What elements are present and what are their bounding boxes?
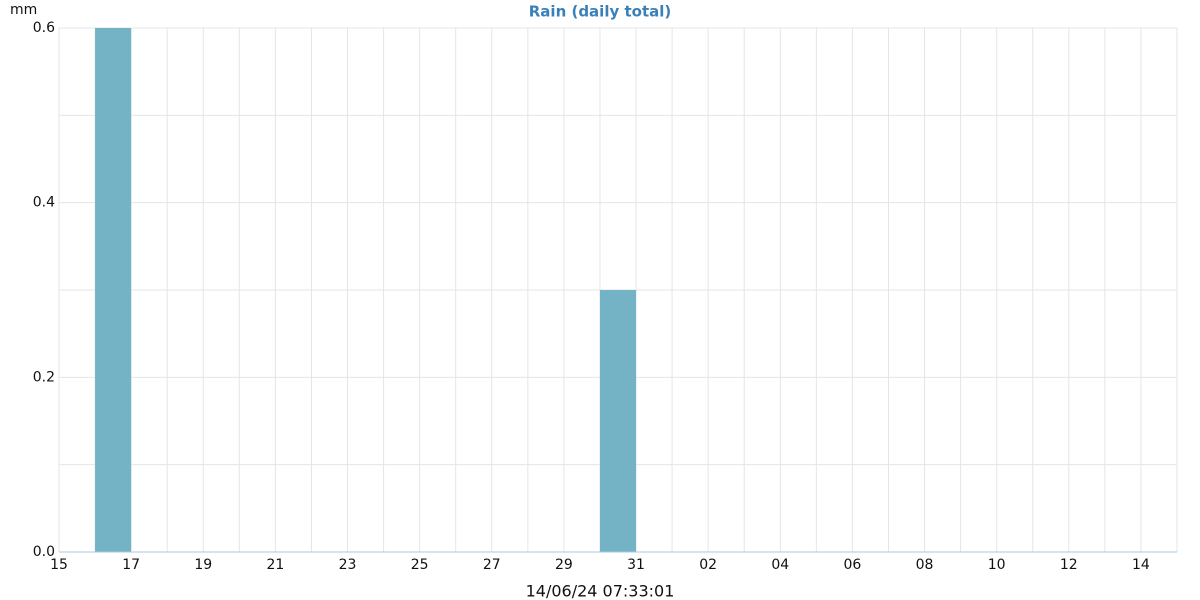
- x-tick-label: 08: [916, 557, 934, 573]
- y-tick-label: 0.6: [33, 20, 55, 36]
- x-tick-label: 25: [411, 557, 429, 573]
- timestamp: 14/06/24 07:33:01: [526, 582, 675, 600]
- bar: [95, 28, 132, 552]
- x-tick-label: 15: [50, 557, 68, 573]
- bar: [599, 290, 637, 552]
- y-tick-label: 0.2: [33, 369, 55, 385]
- x-tick-label: 12: [1060, 557, 1078, 573]
- x-tick-label: 14: [1132, 557, 1150, 573]
- x-tick-label: 31: [627, 557, 645, 573]
- x-tick-label: 02: [699, 557, 717, 573]
- x-tick-label: 19: [194, 557, 212, 573]
- y-axis-label: mm: [10, 2, 37, 18]
- x-tick-label: 04: [771, 557, 789, 573]
- y-tick-label: 0.0: [33, 544, 55, 560]
- x-tick-label: 29: [555, 557, 573, 573]
- x-tick-label: 21: [266, 557, 284, 573]
- x-tick-label: 17: [122, 557, 140, 573]
- y-tick-label: 0.4: [33, 195, 55, 211]
- x-tick-label: 27: [483, 557, 501, 573]
- x-tick-label: 23: [339, 557, 357, 573]
- x-tick-label: 06: [844, 557, 862, 573]
- x-tick-label: 10: [988, 557, 1006, 573]
- chart-title: Rain (daily total): [529, 3, 671, 21]
